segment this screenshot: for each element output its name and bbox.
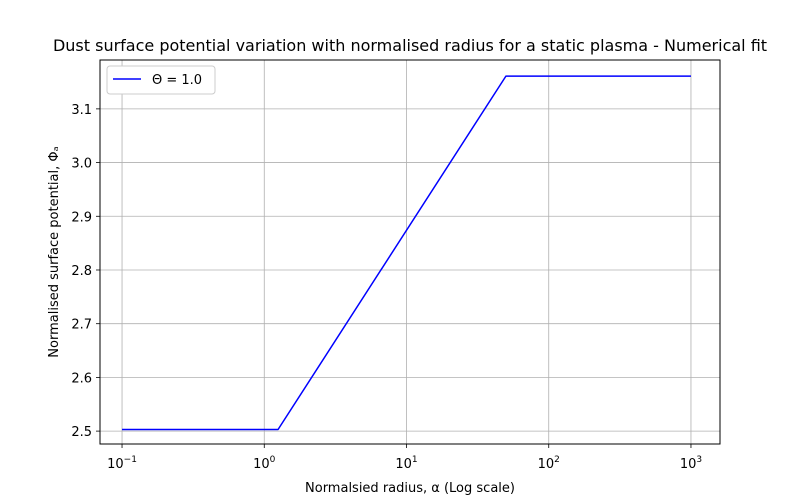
series-line-0 [122,75,691,431]
y-tick-label: 2.9 [71,210,92,225]
y-tick-label: 3.1 [71,103,92,118]
plot-frame [99,59,721,445]
y-tick-label: 2.7 [71,318,92,333]
x-axis-label: Normalsied radius, α (Log scale) [305,481,515,496]
legend-box [106,65,216,95]
chart-title: Dust surface potential variation with no… [53,36,767,55]
series-layer [122,75,691,431]
y-tick-label: 2.6 [71,371,92,386]
legend-label: Θ = 1.0 [152,73,202,88]
y-axis-label: Normalised surface potential, Φₐ [47,146,62,357]
y-tick-label: 2.8 [71,264,92,279]
legend: Θ = 1.0 [106,65,216,95]
plot-area [100,60,720,444]
y-tick-label: 3.0 [71,157,92,172]
grid-layer [100,60,720,444]
y-tick-label: 2.5 [71,425,92,440]
